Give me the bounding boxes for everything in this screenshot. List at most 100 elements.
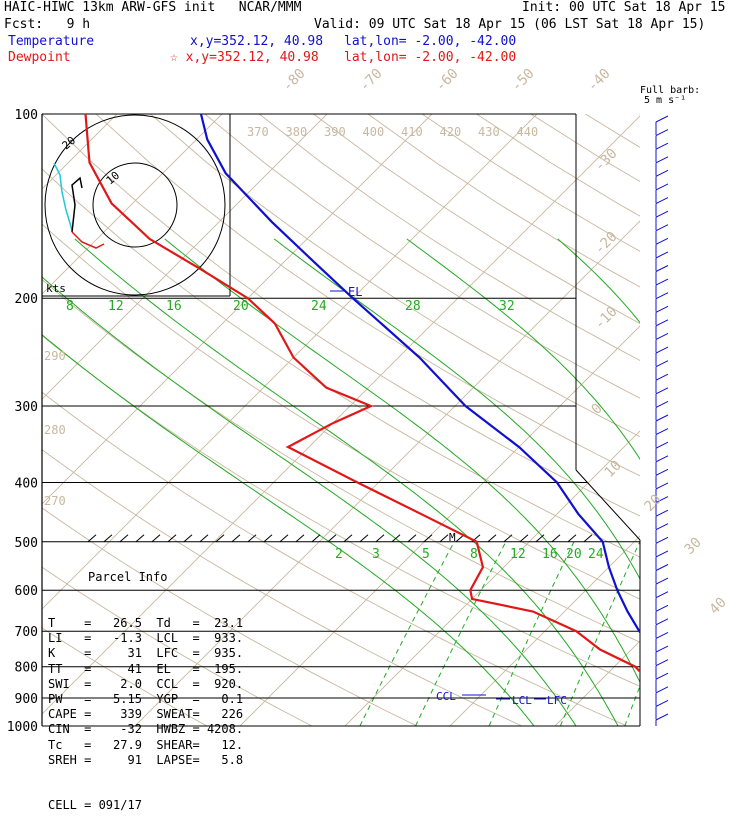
dry-adiabat-line <box>640 114 740 726</box>
mixing-ratio-label: 3 <box>372 547 380 562</box>
wind-barb-flag <box>656 646 668 652</box>
wind-barb-flag <box>656 551 668 557</box>
mixing-ratio-label: 8 <box>470 547 478 562</box>
moist-adiabat-label: 12 <box>108 299 124 314</box>
hatch-mark <box>328 535 336 542</box>
wind-barb-flag <box>656 524 668 530</box>
isotherm-label: -40 <box>585 66 614 95</box>
dry-adiabat-label: 380 <box>286 125 308 139</box>
wind-barb-flag <box>656 252 668 258</box>
hatch-mark <box>504 535 512 542</box>
wind-barb-flag <box>656 415 668 421</box>
wind-barb-flag <box>656 225 668 231</box>
temperature-profile <box>201 114 734 726</box>
wind-barb-flag <box>656 388 668 394</box>
dry-adiabat-line <box>694 114 740 726</box>
isotherm-label: 30 <box>682 535 705 558</box>
theta-label: 280 <box>44 423 66 437</box>
hatch-mark <box>248 535 256 542</box>
isotherm-label: -20 <box>592 229 621 258</box>
wind-barb-flag <box>656 442 668 448</box>
wind-barb-flag <box>656 469 668 475</box>
wind-barb-flag <box>656 456 668 462</box>
wind-barb-flag <box>656 673 668 679</box>
wind-barb-flag <box>656 198 668 204</box>
isotherm-label: -60 <box>433 66 462 95</box>
hatch-mark <box>280 535 288 542</box>
lfc-marker-label: LFC <box>547 694 567 707</box>
el-marker-label: EL <box>348 285 362 299</box>
wind-barb-flag <box>656 687 668 693</box>
wind-barb-flag <box>656 170 668 176</box>
mixing-ratio-label: 20 <box>566 547 582 562</box>
wind-barb-flag <box>656 306 668 312</box>
wind-barb-flag <box>656 510 668 516</box>
dry-adiabat-label: 400 <box>363 125 385 139</box>
isotherm-label: -80 <box>280 66 309 95</box>
hodograph-ring-label: 20 <box>60 134 79 152</box>
dry-adiabat-label: 430 <box>478 125 500 139</box>
wind-barb-flag <box>656 279 668 285</box>
pressure-label: 900 <box>15 692 38 707</box>
dry-adiabat-label: 390 <box>324 125 346 139</box>
hatch-mark <box>552 535 560 542</box>
wind-barb-flag <box>656 660 668 666</box>
mixing-ratio-line <box>672 542 740 726</box>
wind-barb-flag <box>656 266 668 272</box>
isotherm-label: -50 <box>509 66 538 95</box>
dry-adiabat-label: 370 <box>247 125 269 139</box>
isotherm-label: 40 <box>707 595 730 618</box>
theta-label: 290 <box>44 349 66 363</box>
parcel-cell: CELL = 091/17 <box>48 798 238 813</box>
pressure-label: 600 <box>15 584 38 599</box>
parcel-row: T = 26.5 Td = 23.1 <box>48 616 238 631</box>
wind-barb-flag <box>656 116 668 122</box>
dry-adiabat-line <box>585 114 740 726</box>
hatch-mark <box>584 535 592 542</box>
pressure-label: 200 <box>15 292 38 307</box>
mixing-ratio-label: 24 <box>588 547 604 562</box>
wind-barb-flag <box>656 347 668 353</box>
hatch-mark <box>536 535 544 542</box>
wind-barb-flag <box>656 700 668 706</box>
lcl-marker-label: LCL <box>512 694 532 707</box>
wind-barb-flag <box>656 143 668 149</box>
isotherm-label: 20 <box>642 492 665 515</box>
hatch-mark <box>296 535 304 542</box>
wind-barb-flag <box>656 130 668 136</box>
wind-barb-flag <box>656 293 668 299</box>
wind-barb-flag <box>656 401 668 407</box>
hodograph-unit-label: kts <box>46 282 66 295</box>
mixing-ratio-line <box>710 542 740 726</box>
dry-adiabat-label: 420 <box>440 125 462 139</box>
hatch-mark <box>360 535 368 542</box>
wind-barb-flag <box>656 619 668 625</box>
hatch-mark <box>264 535 272 542</box>
pressure-label: 1000 <box>7 720 38 735</box>
parcel-info-title: Parcel Info <box>48 570 238 585</box>
dry-adiabat-line <box>368 114 740 726</box>
barb-legend-unit: 5 m s⁻¹ <box>644 96 686 106</box>
pressure-label: 800 <box>15 661 38 676</box>
dry-adiabat-label: 410 <box>401 125 423 139</box>
wind-barb-flag <box>656 238 668 244</box>
isotherm-label: -70 <box>357 66 386 95</box>
isotherm-line <box>345 114 740 726</box>
mixing-ratio-label: 12 <box>510 547 526 562</box>
wind-barb-flag <box>656 565 668 571</box>
hatch-mark <box>520 535 528 542</box>
wind-barb-flag <box>656 483 668 489</box>
hatch-mark <box>440 535 448 542</box>
isotherm-line <box>450 114 740 726</box>
wind-barb-flag <box>656 632 668 638</box>
isotherm-line <box>555 114 740 726</box>
wind-barb-flag <box>656 320 668 326</box>
wind-barb-flag <box>656 537 668 543</box>
parcel-row: CAPE = 339 SWEAT= 226 <box>48 707 238 722</box>
mixing-ratio-label: 5 <box>422 547 430 562</box>
wind-barb-flag <box>656 429 668 435</box>
mixing-ratio-label: 16 <box>542 547 558 562</box>
theta-label: 270 <box>44 494 66 508</box>
